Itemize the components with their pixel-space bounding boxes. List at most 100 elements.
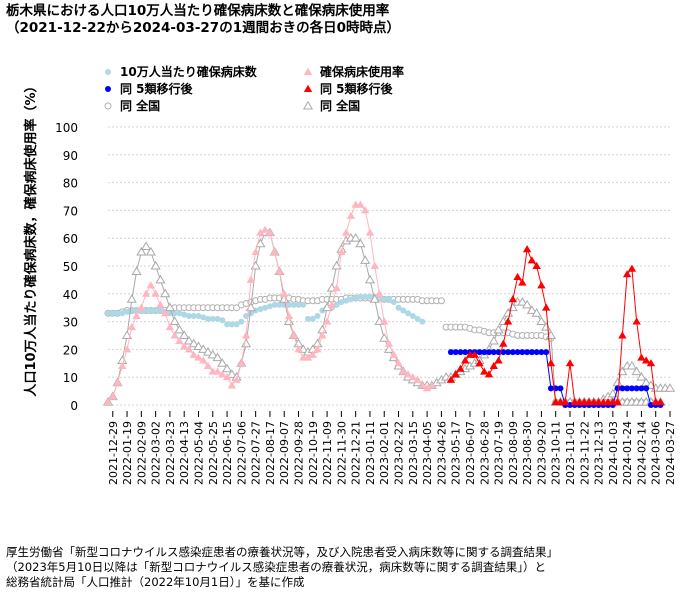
legend-label: 同 全国 bbox=[120, 98, 160, 113]
data-point bbox=[350, 233, 361, 242]
x-tick-label: 2022-03-23 bbox=[164, 421, 177, 485]
data-point bbox=[331, 260, 342, 270]
data-point bbox=[156, 300, 165, 308]
data-point bbox=[517, 296, 528, 306]
data-point bbox=[141, 289, 151, 297]
data-point bbox=[284, 311, 294, 319]
data-point bbox=[214, 315, 221, 322]
data-point bbox=[494, 356, 503, 364]
data-point bbox=[386, 296, 392, 303]
x-tick-label: 2022-08-17 bbox=[264, 421, 277, 485]
data-point bbox=[271, 301, 278, 308]
data-point bbox=[224, 321, 231, 328]
data-point bbox=[422, 384, 432, 392]
x-tick-label: 2023-08-09 bbox=[507, 421, 520, 485]
data-point bbox=[180, 342, 189, 350]
data-point bbox=[356, 200, 365, 208]
data-point bbox=[636, 372, 647, 381]
data-point bbox=[362, 293, 369, 300]
chart-area: 人口10万人当たり確保病床数，確保病床使用率（%） 0 10 20 30 40 50 60 7… bbox=[23, 64, 677, 485]
data-point bbox=[519, 349, 526, 356]
y-tick-label: 100 bbox=[55, 121, 78, 135]
data-point bbox=[207, 349, 218, 359]
x-tick-label: 2022-06-15 bbox=[221, 421, 234, 485]
data-point bbox=[643, 385, 650, 392]
legend-label: 同 5類移行後 bbox=[120, 81, 194, 96]
data-point bbox=[622, 270, 632, 278]
data-point bbox=[247, 310, 254, 317]
data-point bbox=[303, 353, 313, 361]
data-point bbox=[146, 281, 156, 289]
x-tick-label: 2022-05-04 bbox=[192, 421, 205, 485]
data-point bbox=[646, 359, 656, 367]
data-point bbox=[202, 346, 214, 356]
x-tick-label: 2023-11-22 bbox=[578, 421, 591, 485]
data-point bbox=[537, 281, 546, 289]
data-point bbox=[380, 317, 389, 325]
y-tick-label: 30 bbox=[63, 316, 78, 330]
x-tick-label: 2023-04-05 bbox=[421, 421, 434, 485]
data-point bbox=[318, 331, 327, 339]
data-point bbox=[337, 247, 346, 256]
x-tick-label: 2022-05-25 bbox=[207, 421, 220, 485]
data-point bbox=[532, 261, 541, 269]
data-point bbox=[105, 310, 111, 317]
data-point bbox=[285, 301, 292, 308]
x-tick-label: 2023-06-07 bbox=[464, 421, 477, 485]
data-point bbox=[190, 313, 197, 320]
source-line-2: （2023年5月10日以降は「新型コロナウイルス感染症患者の療養状況，病床数等に… bbox=[6, 560, 546, 574]
data-point bbox=[384, 339, 394, 347]
x-tick-label: 2022-03-02 bbox=[150, 421, 163, 485]
data-point bbox=[475, 359, 484, 367]
y-axis-label: 人口10万人当たり確保病床数，確保病床使用率（%） bbox=[23, 79, 39, 396]
data-point bbox=[175, 336, 184, 344]
y-tick-label: 20 bbox=[63, 343, 78, 357]
legend-label: 同 5類移行後 bbox=[320, 81, 394, 96]
data-point bbox=[241, 331, 251, 339]
data-point bbox=[189, 350, 198, 358]
data-point bbox=[193, 341, 204, 351]
data-point bbox=[256, 228, 265, 236]
data-point bbox=[533, 349, 540, 356]
data-point bbox=[360, 255, 371, 264]
data-point bbox=[280, 289, 289, 297]
data-point bbox=[152, 307, 159, 314]
data-point bbox=[470, 350, 479, 358]
data-point bbox=[212, 352, 223, 362]
y-tick-label: 10 bbox=[63, 371, 78, 385]
x-tick-label: 2022-09-07 bbox=[278, 421, 291, 485]
data-point bbox=[346, 211, 356, 219]
data-point bbox=[543, 349, 550, 356]
data-point bbox=[294, 345, 303, 353]
data-point bbox=[505, 349, 512, 356]
x-tick-label: 2023-07-19 bbox=[493, 421, 506, 485]
data-point bbox=[641, 356, 651, 364]
data-point bbox=[221, 363, 233, 373]
data-point bbox=[607, 388, 618, 398]
data-point bbox=[522, 299, 533, 309]
data-point bbox=[270, 247, 279, 256]
data-point bbox=[228, 321, 235, 328]
x-tick-label: 2023-04-26 bbox=[435, 421, 448, 485]
data-point bbox=[289, 331, 298, 339]
data-point bbox=[103, 398, 113, 406]
data-point bbox=[122, 345, 132, 353]
data-point bbox=[176, 310, 183, 317]
data-point bbox=[399, 367, 408, 375]
legend-label: 確保病床使用率 bbox=[320, 64, 404, 79]
data-point bbox=[624, 385, 631, 392]
data-point bbox=[405, 310, 412, 317]
data-point bbox=[266, 303, 273, 310]
data-point bbox=[352, 294, 359, 301]
series-layer bbox=[102, 200, 676, 408]
data-point bbox=[390, 299, 397, 306]
data-point bbox=[461, 356, 470, 364]
data-point bbox=[632, 317, 641, 325]
data-point bbox=[527, 256, 537, 264]
data-point bbox=[232, 375, 241, 383]
legend-marker bbox=[105, 86, 111, 92]
x-tick-label: 2024-01-24 bbox=[621, 421, 634, 485]
legend-marker bbox=[303, 67, 313, 75]
data-point bbox=[633, 385, 640, 392]
data-point bbox=[628, 385, 635, 392]
